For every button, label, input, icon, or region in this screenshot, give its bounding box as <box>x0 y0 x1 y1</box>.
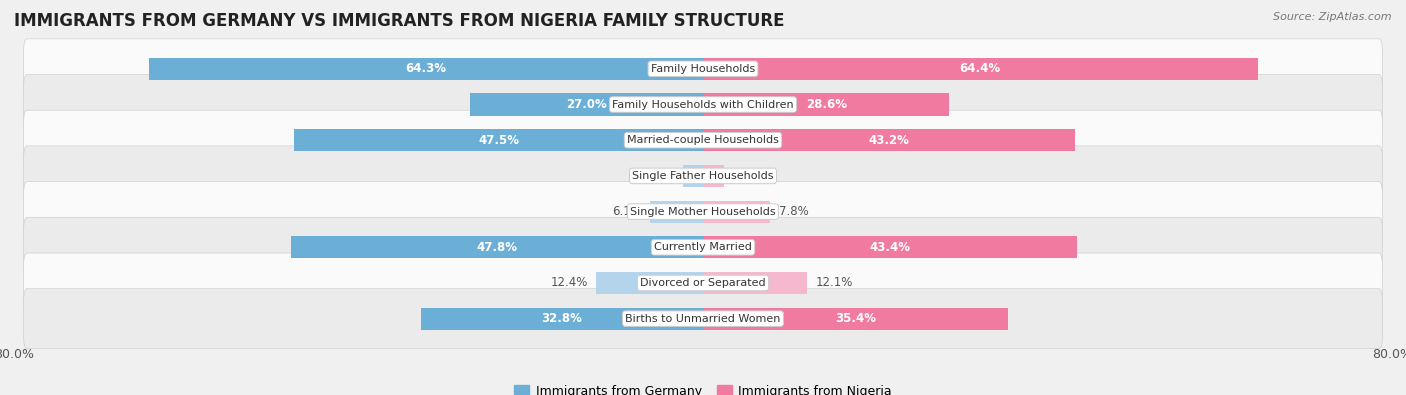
FancyBboxPatch shape <box>24 289 1382 349</box>
Text: 32.8%: 32.8% <box>541 312 582 325</box>
FancyBboxPatch shape <box>24 110 1382 170</box>
Text: 64.4%: 64.4% <box>960 62 1001 75</box>
Text: Single Father Households: Single Father Households <box>633 171 773 181</box>
Text: 6.1%: 6.1% <box>612 205 643 218</box>
Bar <box>420 308 703 330</box>
Text: Single Mother Households: Single Mother Households <box>630 207 776 216</box>
Bar <box>471 94 703 116</box>
Bar <box>703 58 1257 80</box>
Text: Currently Married: Currently Married <box>654 242 752 252</box>
Text: 2.4%: 2.4% <box>733 169 762 182</box>
Bar <box>703 94 949 116</box>
Bar <box>703 236 1077 258</box>
FancyBboxPatch shape <box>24 146 1382 206</box>
Bar <box>596 272 703 294</box>
Bar <box>294 129 703 151</box>
Text: 64.3%: 64.3% <box>406 62 447 75</box>
Text: 47.5%: 47.5% <box>478 134 519 147</box>
Text: Source: ZipAtlas.com: Source: ZipAtlas.com <box>1274 12 1392 22</box>
Text: 43.4%: 43.4% <box>869 241 910 254</box>
Text: 12.1%: 12.1% <box>815 276 853 290</box>
Text: Family Households: Family Households <box>651 64 755 74</box>
Text: 2.3%: 2.3% <box>645 169 675 182</box>
Text: Married-couple Households: Married-couple Households <box>627 135 779 145</box>
FancyBboxPatch shape <box>24 253 1382 313</box>
Bar <box>703 201 770 223</box>
Bar <box>703 272 807 294</box>
Text: 28.6%: 28.6% <box>806 98 846 111</box>
Bar <box>291 236 703 258</box>
Bar <box>651 201 703 223</box>
Text: 43.2%: 43.2% <box>869 134 910 147</box>
Text: 12.4%: 12.4% <box>550 276 588 290</box>
FancyBboxPatch shape <box>24 182 1382 242</box>
FancyBboxPatch shape <box>24 217 1382 277</box>
Text: 27.0%: 27.0% <box>567 98 607 111</box>
Bar <box>703 165 724 187</box>
Bar <box>683 165 703 187</box>
Text: Family Households with Children: Family Households with Children <box>612 100 794 109</box>
FancyBboxPatch shape <box>24 75 1382 134</box>
FancyBboxPatch shape <box>24 39 1382 99</box>
Text: 7.8%: 7.8% <box>779 205 808 218</box>
Text: Births to Unmarried Women: Births to Unmarried Women <box>626 314 780 324</box>
Bar <box>703 308 1008 330</box>
Legend: Immigrants from Germany, Immigrants from Nigeria: Immigrants from Germany, Immigrants from… <box>509 380 897 395</box>
Text: Divorced or Separated: Divorced or Separated <box>640 278 766 288</box>
Text: 47.8%: 47.8% <box>477 241 517 254</box>
Bar <box>149 58 703 80</box>
Bar <box>703 129 1076 151</box>
Text: 35.4%: 35.4% <box>835 312 876 325</box>
Text: IMMIGRANTS FROM GERMANY VS IMMIGRANTS FROM NIGERIA FAMILY STRUCTURE: IMMIGRANTS FROM GERMANY VS IMMIGRANTS FR… <box>14 12 785 30</box>
